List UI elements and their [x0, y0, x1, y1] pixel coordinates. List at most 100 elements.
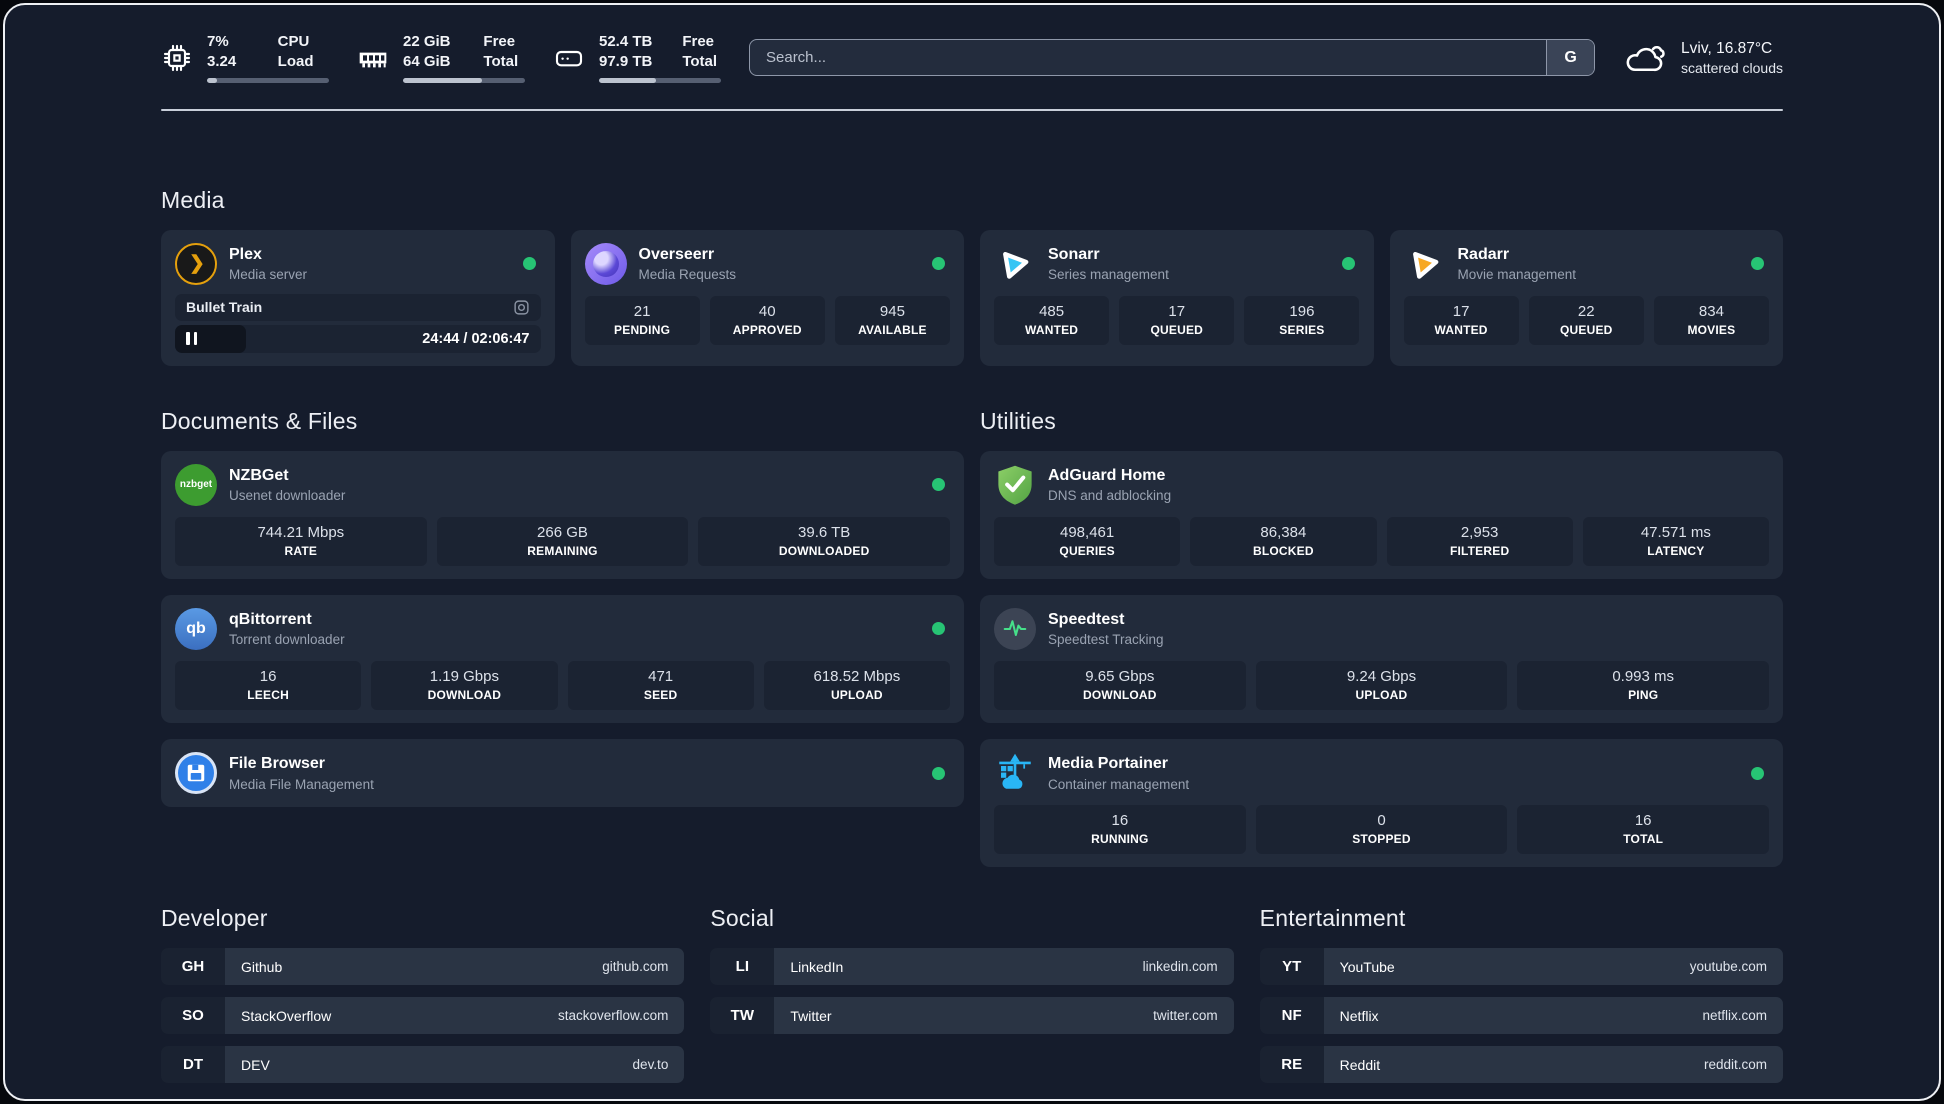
search-bar: G	[749, 39, 1596, 77]
bookmark-twitter[interactable]: TW Twitter twitter.com	[710, 997, 1234, 1035]
bookmark-netflix[interactable]: NF Netflix netflix.com	[1259, 997, 1783, 1035]
memory-label-top: Free	[483, 33, 516, 50]
stat-label: RATE	[284, 543, 318, 558]
playback-time: 24:44 / 02:06:47	[422, 330, 530, 347]
stat-label: STOPPED	[1352, 832, 1411, 847]
stat-tile: 9.24 Gbps UPLOAD	[1255, 660, 1508, 710]
app-card-plex[interactable]: ❯ Plex Media server Bullet Train	[161, 229, 555, 366]
stat-tile: 618.52 Mbps UPLOAD	[763, 660, 950, 710]
stat-value: 1.19 Gbps	[429, 667, 499, 685]
search-engine-button[interactable]: G	[1546, 40, 1595, 76]
stat-value: 16	[1111, 812, 1129, 829]
cpu-label-bottom: Load	[277, 52, 314, 70]
app-card-nzbget[interactable]: nzbget NZBGet Usenet downloader 744.21 M…	[161, 450, 964, 579]
speedtest-icon	[994, 607, 1036, 650]
stat-value: 47.571 ms	[1640, 523, 1711, 541]
stat-value: 21	[633, 302, 651, 320]
app-card-radarr[interactable]: Radarr Movie management 17 WANTED 22 QUE…	[1389, 229, 1783, 366]
session-info-icon[interactable]	[513, 299, 530, 316]
app-card-overseerr[interactable]: Overseerr Media Requests 21 PENDING 40 A…	[570, 229, 964, 366]
bookmark-linkedin[interactable]: LI LinkedIn linkedin.com	[710, 948, 1234, 986]
ram-icon	[359, 52, 387, 68]
dashboard: 7% CPU 3.24 Load	[3, 3, 1941, 1101]
app-subtitle: Container management	[1048, 776, 1190, 792]
section-title-social: Social	[710, 905, 775, 932]
status-dot	[1751, 257, 1764, 270]
bookmark-stackoverflow[interactable]: SO StackOverflow stackoverflow.com	[161, 997, 685, 1035]
app-name: Plex	[229, 245, 262, 263]
app-card-filebrowser[interactable]: File Browser Media File Management	[161, 739, 964, 807]
bookmark-github[interactable]: GH Github github.com	[161, 948, 685, 986]
stat-tile: 1.19 Gbps DOWNLOAD	[371, 660, 558, 710]
stat-label: LATENCY	[1647, 543, 1705, 558]
stat-label: DOWNLOAD	[427, 688, 502, 702]
bookmark-url: twitter.com	[1153, 1008, 1218, 1024]
stat-tile: 16 RUNNING	[994, 805, 1246, 855]
stat-label: MOVIES	[1687, 322, 1736, 337]
app-name: NZBGet	[229, 466, 289, 484]
bookmark-url: youtube.com	[1689, 959, 1767, 975]
cpu-progress-bar	[207, 77, 329, 83]
section-title-utilities: Utilities	[980, 407, 1056, 434]
stat-value: 485	[1039, 302, 1065, 320]
plex-now-playing: Bullet Train 24:44 / 02:06:47	[175, 293, 541, 353]
search-input[interactable]	[750, 40, 1547, 76]
stat-tile: 744.21 Mbps RATE	[175, 516, 427, 566]
stat-label: DOWNLOAD	[1083, 688, 1157, 702]
stat-value: 9.24 Gbps	[1346, 667, 1417, 685]
app-card-sonarr[interactable]: Sonarr Series management 485 WANTED 17 Q…	[980, 229, 1374, 366]
cpu-stat: 7% CPU 3.24 Load	[161, 33, 329, 83]
pause-button[interactable]	[186, 332, 197, 345]
bookmark-dev[interactable]: DT DEV dev.to	[161, 1046, 685, 1084]
bookmark-name: Reddit	[1339, 1056, 1381, 1073]
bookmark-abbr: TW	[710, 997, 775, 1035]
stat-value: 2,953	[1460, 523, 1499, 541]
stat-value: 834	[1698, 302, 1724, 320]
status-dot	[932, 766, 945, 780]
stat-label: FILTERED	[1449, 543, 1510, 558]
nzbget-icon: nzbget	[175, 463, 217, 506]
weather-widget: Lviv, 16.87°C scattered clouds	[1623, 39, 1783, 77]
bookmark-youtube[interactable]: YT YouTube youtube.com	[1259, 948, 1783, 986]
app-card-portainer[interactable]: Media Portainer Container management 16 …	[980, 739, 1783, 868]
app-card-adguard[interactable]: AdGuard Home DNS and adblocking 498,461 …	[980, 450, 1783, 579]
radarr-icon	[1404, 243, 1446, 285]
section-title-media: Media	[161, 186, 225, 213]
disk-progress-bar	[599, 77, 721, 83]
disk-value-bottom: 97.9 TB	[599, 52, 653, 70]
stat-tile: 834 MOVIES	[1653, 295, 1769, 345]
stat-label: SEED	[643, 688, 678, 702]
status-dot	[932, 478, 945, 491]
stat-tile: 471 SEED	[567, 660, 754, 710]
stat-tile: 16 LEECH	[175, 660, 362, 710]
stat-tile: 196 SERIES	[1244, 295, 1360, 345]
bookmark-url: github.com	[602, 959, 669, 975]
app-subtitle: Usenet downloader	[229, 488, 346, 504]
bookmark-name: Github	[241, 958, 283, 975]
bookmark-url: reddit.com	[1703, 1057, 1767, 1073]
header: 7% CPU 3.24 Load	[161, 33, 1783, 83]
stat-tile: 16 TOTAL	[1517, 805, 1769, 855]
memory-progress-bar	[403, 77, 525, 83]
stat-label: RUNNING	[1091, 832, 1149, 847]
bookmark-name: DEV	[241, 1056, 270, 1073]
memory-stat: 22 GiB Free 64 GiB Total	[357, 33, 525, 83]
stat-value: 945	[879, 302, 905, 320]
app-card-qbittorrent[interactable]: qb qBittorrent Torrent downloader 16 LEE…	[161, 594, 964, 723]
stat-label: QUEUED	[1150, 322, 1204, 337]
bookmark-url: stackoverflow.com	[558, 1008, 669, 1024]
app-name: Radarr	[1457, 245, 1510, 263]
app-name: Sonarr	[1048, 245, 1100, 263]
filebrowser-icon	[175, 752, 217, 794]
stat-tile: 47.571 ms LATENCY	[1582, 516, 1769, 566]
cpu-value-top: 7%	[207, 33, 229, 50]
app-subtitle: Torrent downloader	[229, 632, 345, 648]
stat-value: 16	[1634, 812, 1652, 829]
overseerr-icon	[584, 242, 627, 285]
section-title-entertainment: Entertainment	[1259, 905, 1406, 932]
memory-value-top: 22 GiB	[403, 33, 451, 50]
status-dot	[522, 257, 536, 270]
bookmark-name: Netflix	[1339, 1007, 1379, 1024]
app-card-speedtest[interactable]: Speedtest Speedtest Tracking 9.65 Gbps D…	[980, 594, 1783, 723]
bookmark-reddit[interactable]: RE Reddit reddit.com	[1259, 1046, 1783, 1084]
